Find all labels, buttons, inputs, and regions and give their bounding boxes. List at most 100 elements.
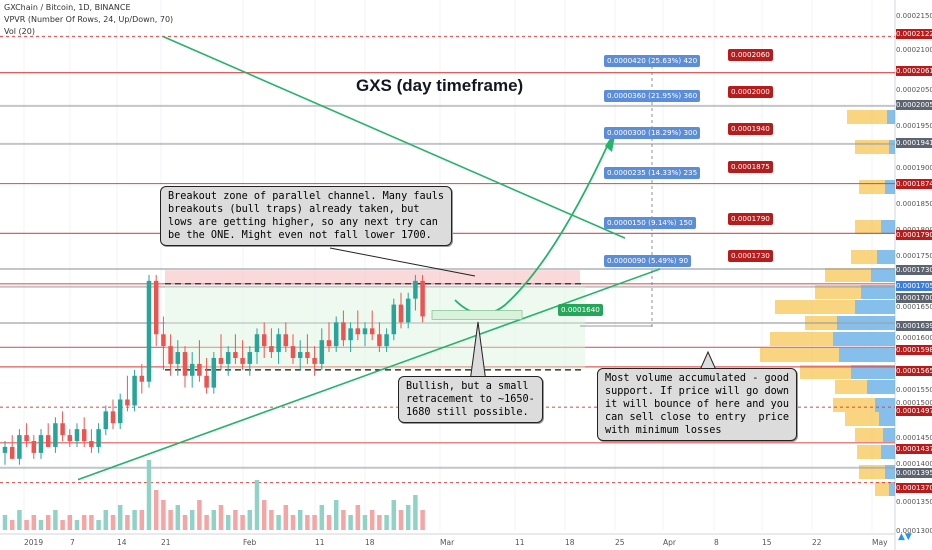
price-tick: 0.0001450 [896,434,932,442]
candle-body [9,446,15,459]
candle-body [233,352,238,358]
candle-body [161,334,166,347]
volume-bar [362,515,368,530]
candle-body [197,363,202,376]
time-tick: 7 [70,538,75,547]
candle-body [218,357,224,364]
price-tag-gray: 0.0001730 [896,265,932,275]
volume-profile-bar [855,300,895,314]
volume-bar [17,510,22,530]
candle-body [276,334,281,353]
candle-body [211,357,217,388]
candle-body [384,334,389,347]
price-tick: 0.0001950 [896,122,932,130]
volume-bar [117,505,123,530]
volume-bar [53,510,58,530]
candle-body [125,399,130,406]
vpvr-line: VPVR (Number Of Rows, 24, Up/Down, 70) [4,15,174,24]
candle-body [247,352,253,364]
symbol-line: GXChain / Bitcoin, 1D, BINANCE [4,3,131,12]
volume-profile-bar [760,348,839,362]
candle-body [24,435,29,442]
volume-profile-bar [875,398,895,412]
volume-bar [312,515,317,530]
candle-body [326,340,332,347]
candle-body [319,340,325,364]
volume-bar [9,520,15,530]
volume-profile-bar [775,300,855,314]
candle-body [312,357,317,364]
volume-bar [326,515,332,530]
volume-bar [290,515,296,530]
volume-bar [377,515,382,530]
candle-body [413,280,418,299]
volume-bar [60,520,65,530]
volume-bar [218,505,224,530]
candle-body [290,346,296,358]
candle-body [139,375,145,382]
volume-profile-bar [833,332,895,346]
candle-body [2,446,8,453]
volume-bar [341,510,346,530]
volume-bar [153,490,159,530]
candle-body [355,328,361,335]
candle-body [168,346,173,364]
volume-bar [297,510,303,530]
price-tag-gray: 0.0001700 [896,293,932,303]
volume-bar [168,510,173,530]
time-tick: 8 [714,538,719,547]
candle-body [261,334,267,347]
volume-bar [74,520,80,530]
volume-profile-bar [881,220,895,234]
candle-body [297,352,303,358]
volume-bar [146,460,152,530]
volume-profile-bar [875,482,889,496]
volume-bar [24,520,29,530]
candle-body [405,298,411,323]
volume-bar [31,515,37,530]
candle-body [53,423,58,447]
price-tick: 0.0001500 [896,399,932,407]
volume-bar [283,505,289,530]
candle-body [333,322,339,347]
price-tick: 0.0001850 [896,200,932,208]
volume-profile-bar [861,285,895,299]
price-tick: 0.0001550 [896,386,932,394]
time-tick: 2019 [24,538,44,547]
price-tag-gray: 0.0002005 [896,100,932,110]
volume-bar [420,510,425,530]
volume-bar [240,515,245,530]
gain-label-2: 0.0000360 (21.95%) 360 [604,90,701,102]
candle-body [81,429,87,442]
volume-profile-bar [800,365,851,379]
volume-profile-bar [883,428,895,442]
volume-bar [125,515,130,530]
volume-bar [110,515,116,530]
gain-label-5: 0.0000150 (9.14%) 150 [604,217,696,229]
candle-body [420,280,425,317]
volume-profile-bar [859,180,885,194]
price-tag-red: 0.0001790 [896,230,932,240]
gain-label-4: 0.0000235 (14.33%) 235 [604,167,701,179]
candle-body [74,429,80,442]
volume-profile-bar [889,140,895,154]
volume-bar [96,520,101,530]
time-tick: Feb [243,538,257,547]
volume-callout: Most volume accumulated - good support. … [597,368,798,441]
volume-bar [369,510,375,530]
candle-body [362,328,368,335]
candle-body [96,429,101,447]
candle-body [225,352,231,364]
volume-bar [384,515,389,530]
volume-bar [81,515,87,530]
tradingview-logo[interactable]: ▲▼ [898,532,912,542]
candle-body [377,334,382,347]
volume-bar [355,505,361,530]
volume-profile-bar [839,348,895,362]
price-tick: 0.0001900 [896,164,932,172]
candle-body [103,411,109,430]
gain-label-3: 0.0000300 (18.29%) 300 [604,127,701,139]
time-tick: 15 [762,538,772,547]
candle-body [391,304,397,335]
